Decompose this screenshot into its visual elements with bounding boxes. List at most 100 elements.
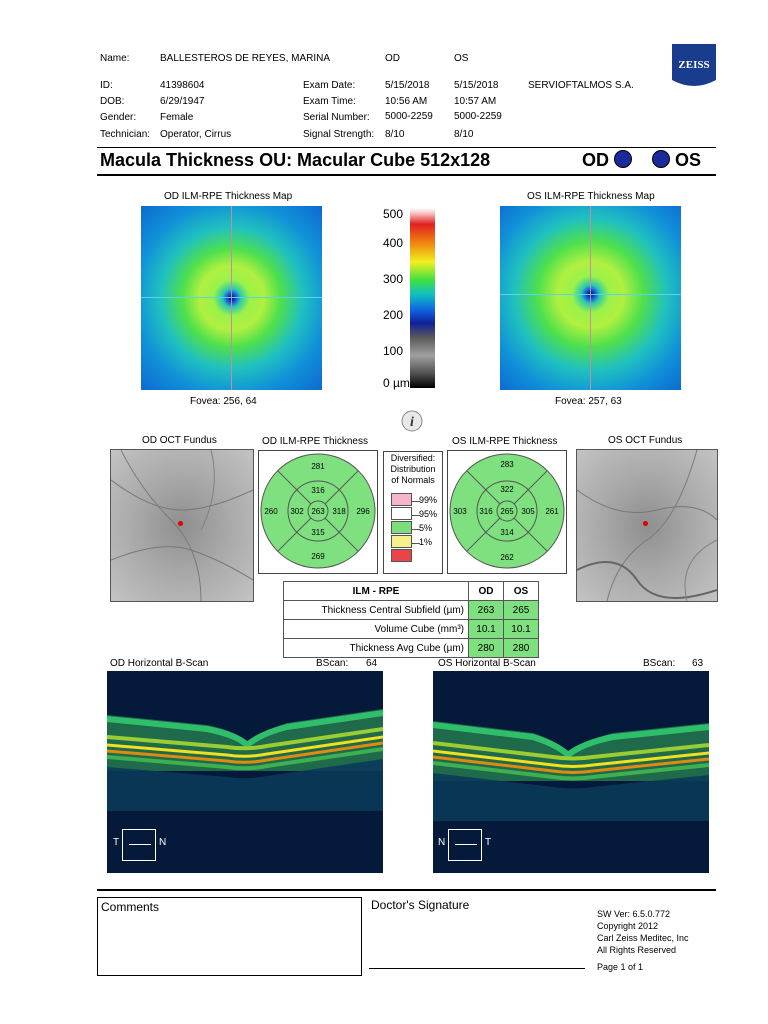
os-etdrs-title: OS ILM-RPE Thickness <box>452 436 558 447</box>
legend-swatch-5-95 <box>391 521 412 534</box>
results-header-metric: ILM - RPE <box>283 581 469 601</box>
row-od-value: 280 <box>468 638 504 658</box>
od-thickness-map <box>141 206 322 390</box>
od-etdrs-panel: 281 316 260 302 263 318 296 315 269 <box>258 450 378 574</box>
os-etdrs-panel: 283 322 303 316 265 305 261 314 262 <box>447 450 567 574</box>
legend-label-99: 99% <box>419 495 438 505</box>
os-fovea: Fovea: 257, 63 <box>555 396 622 407</box>
os-nasal-inner: 316 <box>479 507 493 516</box>
od-nasal-outer: 296 <box>356 507 370 516</box>
signal-od: 8/10 <box>385 129 405 140</box>
row-od-value: 10.1 <box>468 619 504 639</box>
normals-legend: Diversified: Distribution of Normals 99%… <box>383 451 443 574</box>
os-orient-right: T <box>485 837 492 848</box>
os-eye-dot-icon <box>652 150 670 168</box>
od-inferior-inner: 315 <box>311 528 325 537</box>
exam-time-os: 10:57 AM <box>454 96 497 107</box>
legend-label-95: 95% <box>419 509 438 519</box>
gender-label: Gender: <box>100 112 137 123</box>
legend-label-5: 5% <box>419 523 433 533</box>
dob-label: DOB: <box>100 96 125 107</box>
od-temporal-inner: 302 <box>290 507 304 516</box>
comments-label: Comments <box>101 900 160 914</box>
od-nasal-inner: 318 <box>332 507 346 516</box>
legend-swatch-above-99 <box>391 493 412 506</box>
os-thickness-map <box>500 206 681 390</box>
colorbar-tick-100: 100 <box>383 344 404 358</box>
od-orient-right: N <box>159 837 167 848</box>
os-bscan-title: OS Horizontal B-Scan <box>438 658 536 669</box>
legend-swatch-95-99 <box>391 507 412 520</box>
os-nasal-outer: 303 <box>453 507 467 516</box>
normals-legend-title-1: Diversified: <box>390 453 436 463</box>
od-thickness-map-title: OD ILM-RPE Thickness Map <box>164 191 293 202</box>
row-label: Thickness Central Subfield (µm) <box>283 600 469 620</box>
od-superior-inner: 316 <box>311 486 325 495</box>
colorbar-tick-400: 400 <box>383 236 404 250</box>
os-temporal-inner: 305 <box>521 507 535 516</box>
od-etdrs-title: OD ILM-RPE Thickness <box>262 436 368 447</box>
signal-label: Signal Strength: <box>303 129 375 140</box>
os-orientation-box <box>448 829 482 861</box>
legend-swatch-1-5 <box>391 535 412 548</box>
os-bscan-number: 63 <box>692 658 704 669</box>
copyright: Copyright 2012 <box>597 921 659 931</box>
serial-od: 5000-2259 <box>385 111 433 122</box>
os-superior-outer: 283 <box>500 460 514 469</box>
results-header-od: OD <box>468 581 504 601</box>
rights: All Rights Reserved <box>597 945 677 955</box>
od-orient-left: T <box>113 837 120 848</box>
os-inferior-outer: 262 <box>500 553 514 562</box>
exam-time-label: Exam Time: <box>303 96 356 107</box>
od-eye-label: OD <box>582 150 633 171</box>
row-label: Thickness Avg Cube (µm) <box>283 638 469 658</box>
normals-legend-title-2: Distribution <box>390 464 436 474</box>
os-column-header: OS <box>454 53 469 64</box>
patient-name: BALLESTEROS DE REYES, MARINA <box>160 53 331 64</box>
comments-box[interactable]: Comments <box>97 897 362 976</box>
normals-legend-title-3: of Normals <box>391 475 435 485</box>
exam-date-os: 5/15/2018 <box>454 80 499 91</box>
colorbar-tick-500: 500 <box>383 207 404 221</box>
os-bscan-image: N T <box>433 671 709 873</box>
os-temporal-outer: 261 <box>545 507 559 516</box>
row-od-value: 263 <box>468 600 504 620</box>
od-bscan-number: 64 <box>366 658 378 669</box>
od-bscan-label: BScan: <box>316 658 349 669</box>
od-fundus-title: OD OCT Fundus <box>142 435 217 446</box>
od-temporal-outer: 260 <box>264 507 278 516</box>
exam-date-label: Exam Date: <box>303 80 356 91</box>
os-orient-left: N <box>438 837 446 848</box>
patient-id: 41398604 <box>160 80 205 91</box>
od-fundus-image <box>110 449 254 602</box>
od-superior-outer: 281 <box>311 462 325 471</box>
technician: Operator, Cirrus <box>160 129 232 140</box>
info-icon[interactable]: i <box>401 410 423 432</box>
od-column-header: OD <box>385 53 400 64</box>
technician-label: Technician: <box>100 129 151 140</box>
od-fovea: Fovea: 256, 64 <box>190 396 257 407</box>
patient-gender: Female <box>160 112 194 123</box>
row-os-value: 280 <box>503 638 539 658</box>
row-label: Volume Cube (mm³) <box>283 619 469 639</box>
zeiss-logo: ZEISS <box>672 44 716 88</box>
serial-os: 5000-2259 <box>454 111 502 122</box>
od-bscan-title: OD Horizontal B-Scan <box>110 658 209 669</box>
colorbar-tick-0: 0 µm <box>383 376 410 390</box>
row-os-value: 265 <box>503 600 539 620</box>
company: Carl Zeiss Meditec, Inc <box>597 933 689 943</box>
results-header-row: ILM - RPE OD OS <box>283 581 539 601</box>
table-row: Thickness Central Subfield (µm) 263 265 <box>283 600 539 620</box>
os-superior-inner: 322 <box>500 485 514 494</box>
signature-label: Doctor's Signature <box>371 898 470 912</box>
sw-version: SW Ver: 6.5.0.772 <box>597 909 671 919</box>
os-bscan-label: BScan: <box>643 658 676 669</box>
thickness-color-bar <box>410 208 435 388</box>
report-title: Macula Thickness OU: Macular Cube 512x12… <box>100 150 491 170</box>
os-eye-label: OS <box>652 150 701 171</box>
od-inferior-outer: 269 <box>311 552 325 561</box>
os-fundus-title: OS OCT Fundus <box>608 435 683 446</box>
os-inferior-inner: 314 <box>500 528 514 537</box>
page-number: Page 1 of 1 <box>597 962 644 972</box>
os-center: 265 <box>500 507 514 516</box>
